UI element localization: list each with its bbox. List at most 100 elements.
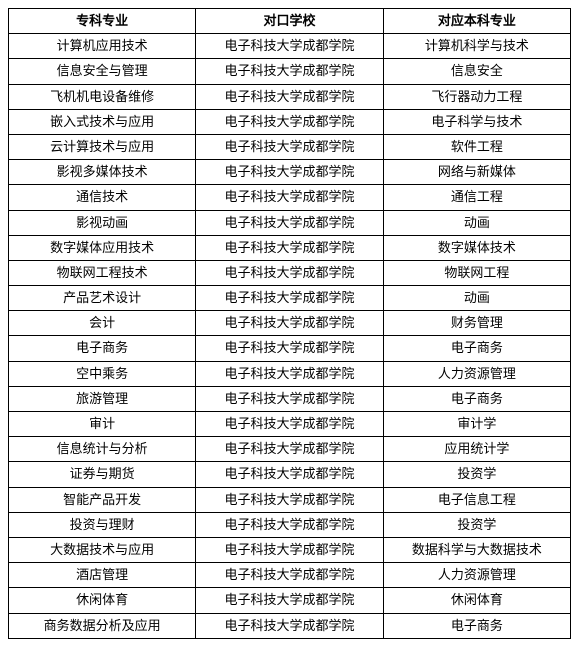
table-body: 计算机应用技术电子科技大学成都学院计算机科学与技术信息安全与管理电子科技大学成都… [9,34,571,639]
table-cell: 电子科学与技术 [383,109,570,134]
table-row: 空中乘务电子科技大学成都学院人力资源管理 [9,361,571,386]
table-cell: 电子科技大学成都学院 [196,34,384,59]
table-cell: 休闲体育 [383,588,570,613]
header-specialty: 专科专业 [9,9,196,34]
table-cell: 物联网工程技术 [9,260,196,285]
table-cell: 产品艺术设计 [9,286,196,311]
table-cell: 电子科技大学成都学院 [196,512,384,537]
table-cell: 电子科技大学成都学院 [196,537,384,562]
table-row: 会计电子科技大学成都学院财务管理 [9,311,571,336]
table-cell: 电子科技大学成都学院 [196,109,384,134]
table-row: 云计算技术与应用电子科技大学成都学院软件工程 [9,134,571,159]
table-cell: 财务管理 [383,311,570,336]
table-cell: 飞行器动力工程 [383,84,570,109]
table-cell: 电子商务 [383,613,570,638]
table-cell: 电子科技大学成都学院 [196,613,384,638]
table-row: 计算机应用技术电子科技大学成都学院计算机科学与技术 [9,34,571,59]
table-cell: 信息统计与分析 [9,437,196,462]
table-row: 智能产品开发电子科技大学成都学院电子信息工程 [9,487,571,512]
table-row: 休闲体育电子科技大学成都学院休闲体育 [9,588,571,613]
table-cell: 审计学 [383,412,570,437]
table-cell: 电子信息工程 [383,487,570,512]
table-row: 商务数据分析及应用电子科技大学成都学院电子商务 [9,613,571,638]
table-cell: 电子商务 [383,336,570,361]
table-cell: 电子科技大学成都学院 [196,563,384,588]
table-cell: 影视多媒体技术 [9,160,196,185]
table-cell: 计算机应用技术 [9,34,196,59]
table-cell: 电子科技大学成都学院 [196,235,384,260]
table-cell: 电子科技大学成都学院 [196,260,384,285]
table-cell: 通信技术 [9,185,196,210]
table-row: 影视动画电子科技大学成都学院动画 [9,210,571,235]
table-cell: 应用统计学 [383,437,570,462]
table-cell: 通信工程 [383,185,570,210]
table-cell: 电子科技大学成都学院 [196,84,384,109]
table-cell: 审计 [9,412,196,437]
table-cell: 飞机机电设备维修 [9,84,196,109]
major-mapping-table: 专科专业 对口学校 对应本科专业 计算机应用技术电子科技大学成都学院计算机科学与… [8,8,571,639]
table-cell: 影视动画 [9,210,196,235]
table-row: 电子商务电子科技大学成都学院电子商务 [9,336,571,361]
table-cell: 电子科技大学成都学院 [196,134,384,159]
table-cell: 电子科技大学成都学院 [196,160,384,185]
table-row: 信息统计与分析电子科技大学成都学院应用统计学 [9,437,571,462]
table-cell: 信息安全 [383,59,570,84]
table-cell: 会计 [9,311,196,336]
table-cell: 投资学 [383,512,570,537]
table-cell: 电子科技大学成都学院 [196,361,384,386]
table-cell: 空中乘务 [9,361,196,386]
table-row: 产品艺术设计电子科技大学成都学院动画 [9,286,571,311]
table-cell: 电子科技大学成都学院 [196,386,384,411]
header-bachelor: 对应本科专业 [383,9,570,34]
table-row: 飞机机电设备维修电子科技大学成都学院飞行器动力工程 [9,84,571,109]
table-cell: 嵌入式技术与应用 [9,109,196,134]
table-cell: 电子商务 [9,336,196,361]
table-row: 嵌入式技术与应用电子科技大学成都学院电子科学与技术 [9,109,571,134]
table-row: 影视多媒体技术电子科技大学成都学院网络与新媒体 [9,160,571,185]
table-cell: 智能产品开发 [9,487,196,512]
table-cell: 物联网工程 [383,260,570,285]
table-cell: 计算机科学与技术 [383,34,570,59]
table-cell: 电子科技大学成都学院 [196,412,384,437]
table-cell: 云计算技术与应用 [9,134,196,159]
table-row: 酒店管理电子科技大学成都学院人力资源管理 [9,563,571,588]
table-cell: 人力资源管理 [383,361,570,386]
table-row: 证券与期货电子科技大学成都学院投资学 [9,462,571,487]
table-row: 物联网工程技术电子科技大学成都学院物联网工程 [9,260,571,285]
table-cell: 动画 [383,286,570,311]
table-row: 旅游管理电子科技大学成都学院电子商务 [9,386,571,411]
table-cell: 数字媒体技术 [383,235,570,260]
table-cell: 电子科技大学成都学院 [196,437,384,462]
table-cell: 数据科学与大数据技术 [383,537,570,562]
table-cell: 大数据技术与应用 [9,537,196,562]
table-cell: 酒店管理 [9,563,196,588]
table-cell: 电子科技大学成都学院 [196,210,384,235]
table-cell: 软件工程 [383,134,570,159]
table-cell: 人力资源管理 [383,563,570,588]
table-cell: 数字媒体应用技术 [9,235,196,260]
table-cell: 商务数据分析及应用 [9,613,196,638]
table-cell: 休闲体育 [9,588,196,613]
table-cell: 电子科技大学成都学院 [196,336,384,361]
table-cell: 动画 [383,210,570,235]
table-cell: 电子科技大学成都学院 [196,311,384,336]
table-cell: 投资学 [383,462,570,487]
table-cell: 电子商务 [383,386,570,411]
table-row: 审计电子科技大学成都学院审计学 [9,412,571,437]
table-cell: 电子科技大学成都学院 [196,487,384,512]
table-row: 大数据技术与应用电子科技大学成都学院数据科学与大数据技术 [9,537,571,562]
table-cell: 投资与理财 [9,512,196,537]
table-cell: 电子科技大学成都学院 [196,59,384,84]
table-cell: 电子科技大学成都学院 [196,462,384,487]
table-cell: 旅游管理 [9,386,196,411]
table-cell: 证券与期货 [9,462,196,487]
table-row: 通信技术电子科技大学成都学院通信工程 [9,185,571,210]
table-row: 投资与理财电子科技大学成都学院投资学 [9,512,571,537]
table-cell: 网络与新媒体 [383,160,570,185]
header-school: 对口学校 [196,9,384,34]
table-cell: 电子科技大学成都学院 [196,588,384,613]
table-header: 专科专业 对口学校 对应本科专业 [9,9,571,34]
table-cell: 信息安全与管理 [9,59,196,84]
table-row: 信息安全与管理电子科技大学成都学院信息安全 [9,59,571,84]
table-cell: 电子科技大学成都学院 [196,185,384,210]
